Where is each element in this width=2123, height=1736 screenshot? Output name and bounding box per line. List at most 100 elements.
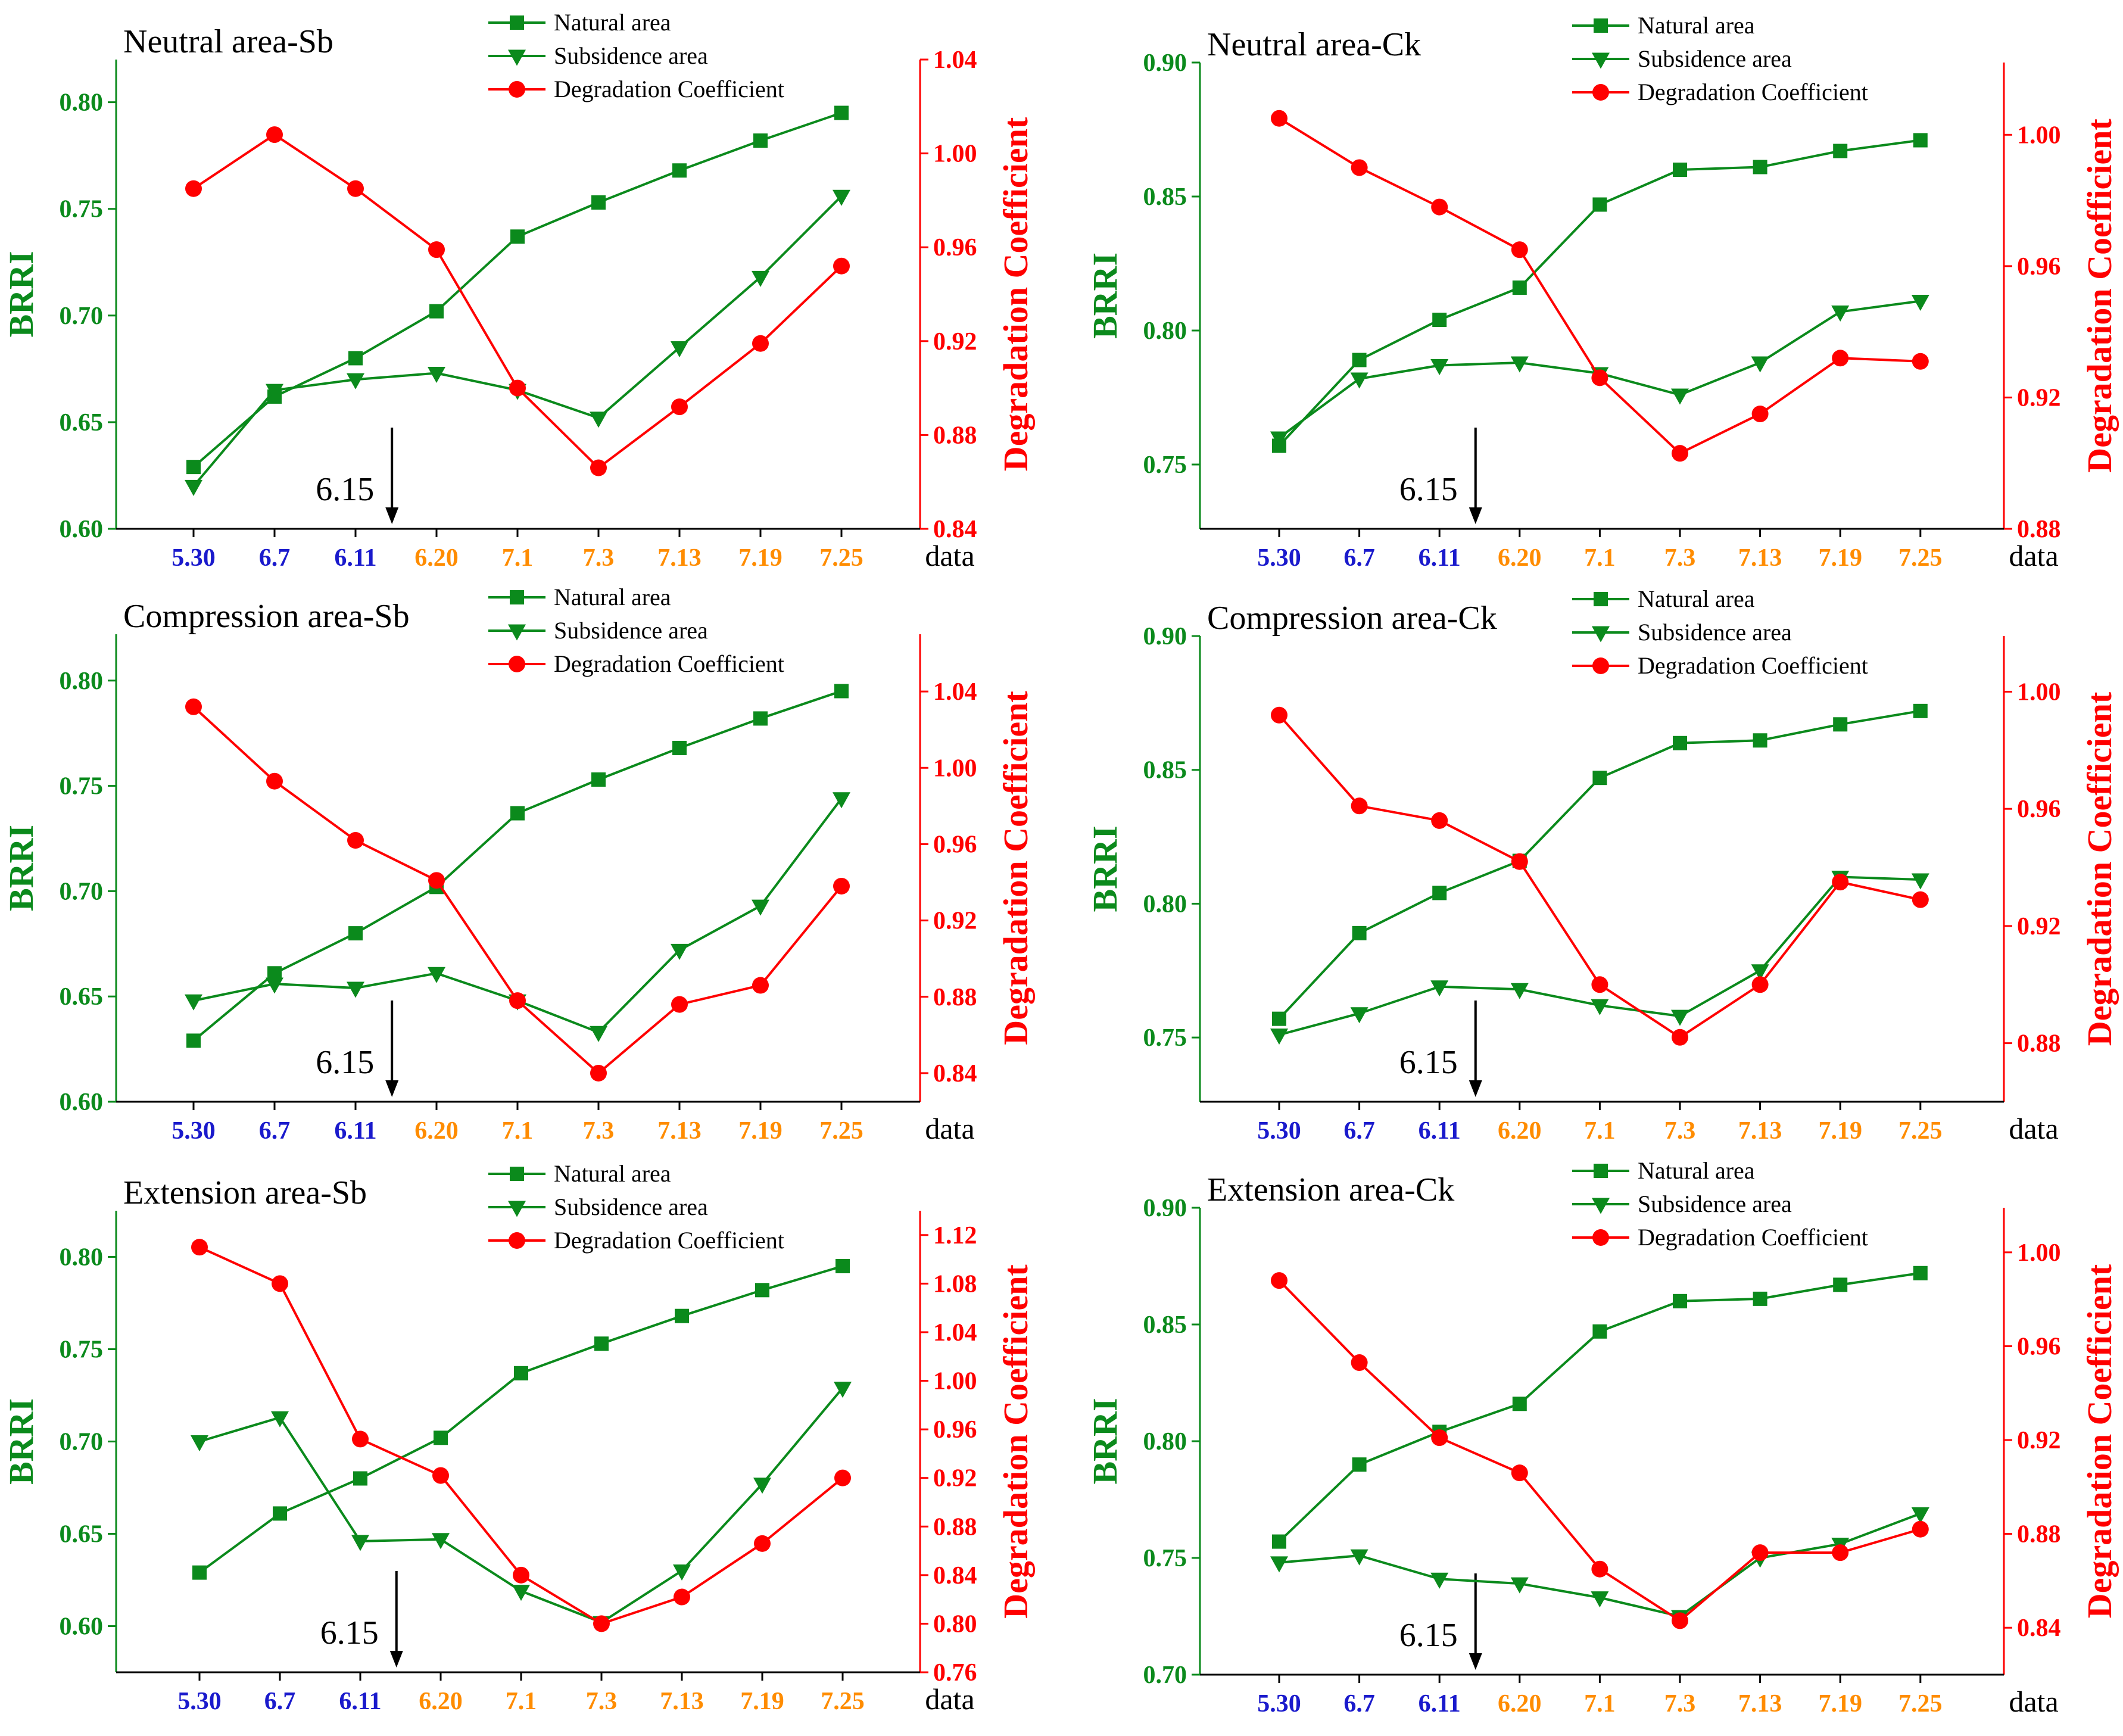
data-point [1271, 110, 1287, 127]
right-tick-label: 1.12 [933, 1222, 977, 1249]
y2-axis-label: Degradation Coefficient [996, 117, 1035, 471]
right-tick-label: 1.00 [2017, 678, 2061, 706]
data-point [512, 1585, 530, 1601]
data-point [671, 341, 688, 358]
x-tick-label: 7.3 [1664, 544, 1696, 572]
left-tick-label: 0.80 [1143, 1428, 1187, 1456]
right-tick-label: 0.76 [933, 1659, 977, 1687]
data-point [1833, 144, 1848, 158]
data-point [1591, 1560, 1608, 1578]
data-point [1510, 356, 1529, 373]
chart-title: Extension area-Ck [1207, 1171, 1454, 1208]
data-point [1351, 159, 1368, 176]
x-tick-label: 6.11 [1419, 1690, 1461, 1718]
x-tick-label: 7.25 [821, 1688, 865, 1715]
x-tick-label: 5.30 [1257, 1690, 1301, 1718]
data-point [1352, 353, 1367, 367]
data-point [1911, 1507, 1929, 1524]
legend-label: Natural area [554, 1160, 671, 1187]
right-tick-label: 0.84 [933, 1060, 977, 1087]
legend-marker [510, 15, 524, 30]
left-tick-label: 0.60 [60, 1089, 104, 1116]
right-tick-label: 0.96 [933, 1416, 977, 1444]
left-tick-label: 0.75 [60, 196, 104, 223]
data-point [671, 943, 688, 960]
data-point [353, 1471, 367, 1486]
legend-marker [1594, 1164, 1608, 1178]
right-tick-label: 1.00 [933, 1368, 977, 1395]
data-point [590, 412, 607, 428]
left-tick-label: 0.90 [1143, 1195, 1187, 1222]
x-tick-label: 6.20 [1498, 1117, 1542, 1145]
x-tick-label: 7.1 [1584, 1117, 1616, 1145]
right-tick-label: 1.00 [2017, 121, 2061, 149]
data-point [1832, 350, 1849, 367]
y2-axis-label: Degradation Coefficient [996, 1264, 1035, 1619]
data-point [428, 967, 445, 983]
data-point [1751, 406, 1769, 423]
data-point [186, 460, 201, 475]
data-point [752, 270, 769, 287]
y-axis-label: BRRI [1086, 253, 1124, 339]
data-point [590, 459, 607, 476]
annotation-arrow-head [385, 507, 399, 524]
left-tick-label: 0.65 [60, 983, 104, 1011]
left-tick-label: 0.80 [60, 668, 104, 695]
data-point [674, 1588, 690, 1606]
x-tick-label: 6.11 [1419, 1117, 1461, 1145]
chart-title: Compression area-Sb [123, 598, 410, 635]
data-point [185, 180, 202, 197]
legend-label: Natural area [1638, 1157, 1755, 1184]
left-tick-label: 0.60 [60, 1613, 104, 1641]
x-tick-label: 7.25 [819, 1117, 863, 1145]
x-tick-label: 6.7 [259, 544, 291, 572]
right-tick-label: 0.88 [933, 1513, 977, 1541]
y-axis-label: BRRI [2, 251, 40, 337]
x-tick-label: 6.11 [334, 1117, 376, 1145]
data-point [272, 1275, 288, 1292]
data-point [1833, 717, 1848, 732]
annotation-label: 6.15 [1399, 1044, 1458, 1081]
data-point [514, 1366, 528, 1380]
x-tick-label: 7.3 [1664, 1117, 1696, 1145]
data-point [1271, 706, 1287, 724]
right-tick-label: 1.04 [933, 1319, 977, 1347]
annotation-arrow-head [389, 1651, 403, 1668]
data-point [348, 926, 363, 941]
x-tick-label: 7.1 [1584, 1690, 1616, 1718]
data-point [432, 1467, 449, 1484]
left-tick-label: 0.80 [60, 89, 104, 117]
x-axis-label: data [925, 1682, 974, 1716]
data-point [833, 877, 850, 895]
y2-axis-label: Degradation Coefficient [2080, 119, 2119, 473]
data-point [1753, 733, 1767, 748]
right-tick-label: 0.84 [933, 1562, 977, 1589]
chart-title: Neutral area-Ck [1207, 26, 1421, 63]
data-point [352, 1430, 369, 1448]
data-point [1592, 1324, 1607, 1339]
legend-marker [1592, 657, 1609, 674]
data-point [1913, 133, 1928, 148]
series-line-2 [192, 133, 843, 470]
right-tick-label: 1.04 [933, 46, 977, 74]
annotation-label: 6.15 [320, 1615, 379, 1651]
x-tick-label: 5.30 [172, 1117, 216, 1145]
data-point [594, 1336, 609, 1351]
data-point [834, 684, 849, 699]
data-point [1751, 1544, 1769, 1562]
data-point [1672, 445, 1688, 462]
annotation-label: 6.15 [316, 1044, 374, 1081]
data-point [1510, 1577, 1529, 1594]
x-tick-label: 6.7 [1343, 1690, 1375, 1718]
data-point [1672, 1612, 1688, 1629]
x-tick-label: 7.13 [657, 1117, 702, 1145]
x-tick-label: 7.13 [1738, 544, 1782, 572]
data-point [1912, 1520, 1929, 1538]
x-tick-label: 5.30 [1257, 1117, 1301, 1145]
x-tick-label: 6.11 [1419, 544, 1461, 572]
data-point [1431, 812, 1448, 829]
chart-title: Extension area-Sb [123, 1174, 367, 1211]
legend-marker [509, 1232, 525, 1249]
legend-label: Natural area [1638, 585, 1755, 612]
data-point [1431, 1429, 1448, 1447]
